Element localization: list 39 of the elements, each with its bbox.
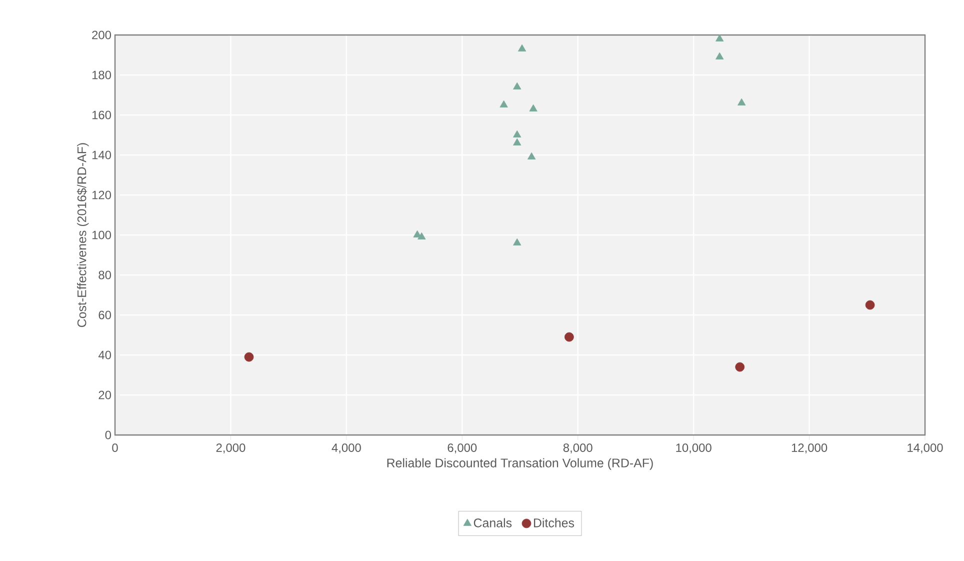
y-tick-label: 120 — [92, 190, 112, 200]
x-tick-label: 2,000 — [216, 444, 246, 454]
y-tick-label: 200 — [92, 30, 112, 40]
y-tick-label: 180 — [92, 70, 112, 80]
y-tick-label: 140 — [92, 150, 112, 160]
point — [513, 130, 522, 138]
point — [716, 52, 724, 60]
point — [527, 152, 536, 160]
x-tick-label: 4,000 — [332, 444, 361, 454]
y-tick-label: 60 — [98, 310, 112, 320]
x-tick-label: 10,000 — [676, 444, 712, 454]
y-tick-label: 80 — [98, 270, 112, 280]
x-tick-label: 12,000 — [792, 444, 828, 454]
x-tick-label: 14,000 — [908, 444, 943, 454]
y-tick-label: 160 — [92, 110, 112, 120]
y-axis-title: Cost-Effectivenes (2016$/RD-AF) — [76, 143, 89, 327]
point — [500, 100, 508, 108]
x-tick-label: 0 — [112, 444, 118, 452]
point — [716, 34, 724, 42]
point — [865, 300, 875, 310]
y-tick-label: 20 — [98, 390, 112, 400]
point — [518, 44, 526, 52]
point — [244, 352, 254, 362]
point — [513, 82, 522, 90]
y-tick-label: 100 — [92, 230, 112, 240]
point — [735, 362, 745, 372]
point — [738, 98, 746, 106]
x-axis-title: Reliable Discounted Transation Volume (RD-AF) — [387, 458, 653, 470]
x-tick-label: 8,000 — [563, 444, 592, 454]
legend-label: Canals — [474, 518, 512, 528]
x-tick-label: 6,000 — [448, 444, 477, 454]
point — [529, 104, 538, 112]
point — [513, 238, 522, 246]
y-tick-label: 40 — [98, 350, 112, 360]
point — [513, 138, 522, 146]
point — [564, 332, 574, 342]
legend-label: Ditches — [534, 518, 574, 528]
y-tick-label: 0 — [105, 430, 112, 440]
point — [418, 232, 426, 240]
